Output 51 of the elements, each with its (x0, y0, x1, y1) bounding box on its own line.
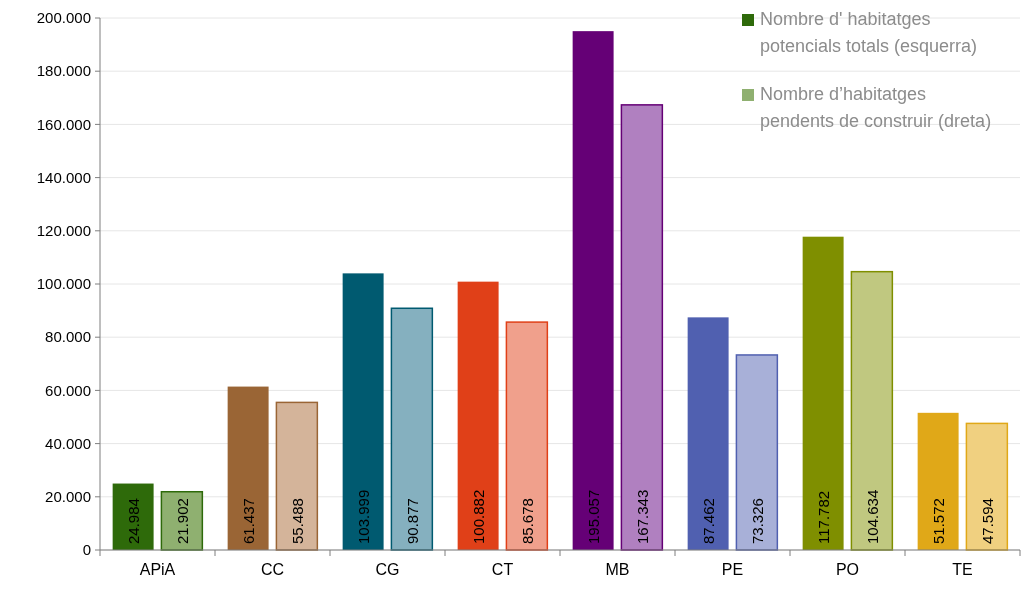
legend-label: Nombre d’habitatges pendents de construir (dreta) (760, 84, 992, 131)
y-tick-label: 100.000 (36, 275, 91, 293)
bar (620, 104, 664, 551)
data-label: 104.634 (863, 489, 881, 544)
y-tick-label: 200.000 (36, 9, 91, 27)
x-tick-label: PE (721, 561, 744, 578)
bar (505, 321, 549, 551)
bar (457, 281, 499, 550)
bar (227, 386, 269, 550)
data-label: 117.782 (815, 490, 833, 544)
bar (802, 236, 844, 550)
data-label: 167.343 (633, 489, 651, 544)
x-tick-label: CC (260, 561, 285, 578)
data-label: 55.488 (288, 498, 306, 544)
data-label: 47.594 (978, 498, 996, 544)
y-tick-label: 0 (82, 541, 91, 559)
data-label: 195.057 (585, 489, 603, 544)
y-tick-label: 20.000 (45, 488, 91, 506)
data-label: 90.877 (403, 498, 421, 544)
bar (342, 273, 384, 550)
data-label: 87.462 (700, 498, 718, 544)
data-label: 21.902 (173, 498, 191, 544)
y-tick-label: 60.000 (45, 381, 91, 399)
bar (687, 317, 729, 550)
x-tick-label: TE (952, 561, 973, 578)
bar (390, 307, 434, 551)
legend-label: Nombre d' habitatges potencials totals (esquerra) (760, 9, 978, 56)
x-tick-label: PO (835, 561, 860, 578)
bar (917, 412, 959, 550)
x-tick-label: APiA (139, 561, 176, 578)
data-label: 85.678 (518, 498, 536, 544)
x-tick-label: CG (375, 561, 400, 578)
data-label: 100.882 (470, 489, 488, 544)
bar (572, 31, 614, 550)
bar (735, 354, 779, 551)
x-tick-label: MB (605, 561, 630, 578)
data-label: 73.326 (748, 498, 766, 544)
y-tick-label: 140.000 (36, 168, 91, 186)
y-tick-label: 120.000 (36, 222, 91, 240)
y-tick-label: 160.000 (36, 115, 91, 133)
bar (275, 401, 319, 551)
y-tick-label: 80.000 (45, 328, 91, 346)
bar (965, 422, 1009, 551)
data-label: 51.572 (930, 498, 948, 544)
bar (850, 270, 894, 551)
y-tick-label: 40.000 (45, 434, 91, 452)
data-label: 103.999 (355, 489, 373, 544)
data-label: 24.984 (125, 498, 143, 544)
y-tick-label: 180.000 (36, 62, 91, 80)
x-tick-label: CT (491, 561, 514, 578)
data-label: 61.437 (240, 498, 258, 544)
